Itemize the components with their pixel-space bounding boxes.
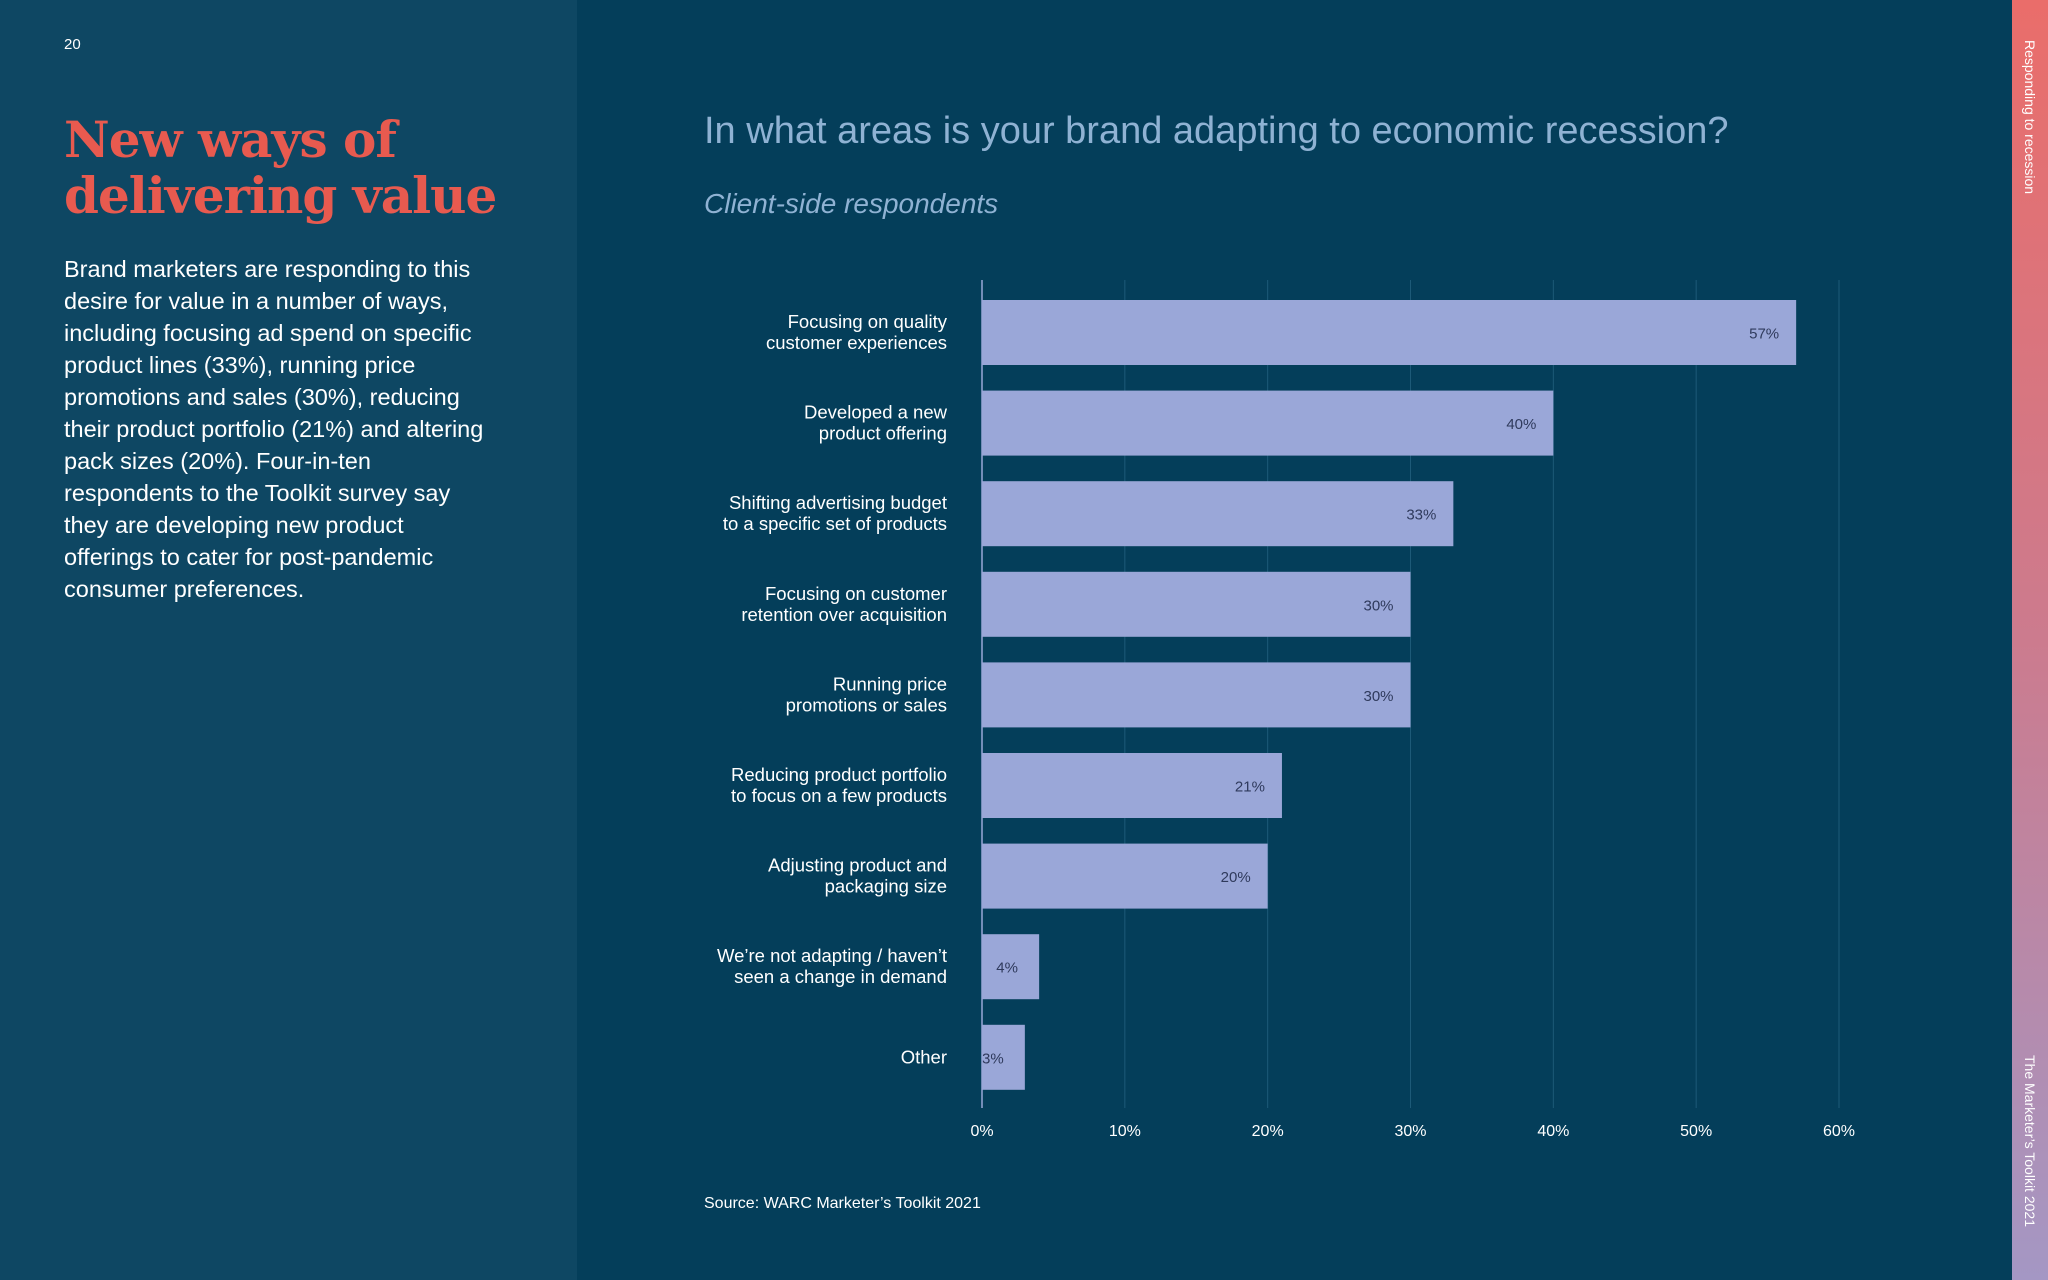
category-label-line: Focusing on quality xyxy=(788,311,948,332)
category-label-line: Focusing on customer xyxy=(765,583,947,604)
bar xyxy=(982,753,1282,818)
bar-value-label: 3% xyxy=(982,1050,1004,1067)
bar-value-label: 40% xyxy=(1506,416,1536,433)
body-text: Brand marketers are responding to this d… xyxy=(64,256,484,602)
category-label-line: Shifting advertising budget xyxy=(729,492,947,513)
category-label-line: to focus on a few products xyxy=(731,785,947,806)
x-tick-label: 0% xyxy=(970,1123,993,1140)
bar-value-label: 57% xyxy=(1749,326,1779,343)
category-label: Focusing on customer retention over acqui… xyxy=(741,583,947,625)
category-label-line: We’re not adapting / haven’t xyxy=(717,945,947,966)
x-tick-label: 60% xyxy=(1823,1123,1855,1140)
category-label: Reducing product portfolio to focus on a … xyxy=(731,764,947,806)
category-label-line: Developed a new xyxy=(804,402,948,423)
section-title-line-1: New ways of xyxy=(64,110,397,169)
bar-value-label: 30% xyxy=(1363,597,1393,614)
bar-value-label: 30% xyxy=(1363,688,1393,705)
category-label-line: Reducing product portfolio xyxy=(731,764,947,785)
x-tick-label: 10% xyxy=(1109,1123,1141,1140)
category-label: Shifting advertising budget to a specific… xyxy=(723,492,947,534)
left-panel xyxy=(0,0,577,1280)
category-label: Developed a new product offering xyxy=(804,402,948,444)
bar-value-label: 33% xyxy=(1406,507,1436,524)
category-label-line: promotions or sales xyxy=(786,694,947,715)
x-tick-label: 20% xyxy=(1252,1123,1284,1140)
bar-value-label: 20% xyxy=(1221,869,1251,886)
section-title-line-2: delivering value xyxy=(64,166,497,225)
bar-value-label: 4% xyxy=(996,960,1018,977)
category-label: Running price promotions or sales xyxy=(786,673,947,715)
x-tick-label: 40% xyxy=(1537,1123,1569,1140)
section-side-label: Responding to recession xyxy=(2022,40,2038,195)
bar xyxy=(982,481,1454,547)
category-label-line: Adjusting product and xyxy=(768,855,947,876)
category-label-line: Running price xyxy=(833,673,947,694)
bar xyxy=(982,300,1797,365)
bar xyxy=(982,390,1554,456)
page-number: 20 xyxy=(64,36,81,53)
source-note: Source: WARC Marketer’s Toolkit 2021 xyxy=(704,1195,981,1212)
bar xyxy=(982,662,1411,728)
category-label: Adjusting product and packaging size xyxy=(768,855,947,897)
category-label: We’re not adapting / haven’t seen a chang… xyxy=(717,945,947,987)
x-tick-label: 50% xyxy=(1680,1123,1712,1140)
bar xyxy=(982,934,1040,1000)
bar-value-label: 21% xyxy=(1235,779,1265,796)
category-label-line: seen a change in demand xyxy=(734,966,947,987)
publication-side-label: The Marketer’s Toolkit 2021 xyxy=(2022,1055,2038,1227)
category-label-line: packaging size xyxy=(825,876,947,897)
side-strip: Responding to recession The Marketer’s T… xyxy=(2012,0,2048,1280)
x-tick-label: 30% xyxy=(1394,1123,1426,1140)
bar xyxy=(982,571,1411,637)
section-title: New ways of delivering value xyxy=(64,112,534,224)
category-label-line: product offering xyxy=(819,423,947,444)
category-label: Focusing on quality customer experiences xyxy=(766,311,948,353)
category-label-line: to a specific set of products xyxy=(723,513,947,534)
chart-subtitle: Client-side respondents xyxy=(704,188,999,219)
bar xyxy=(982,1024,1025,1090)
category-label-line: customer experiences xyxy=(766,332,947,353)
category-label-line: Other xyxy=(901,1046,947,1067)
category-label-line: retention over acquisition xyxy=(741,604,947,625)
chart-title: In what areas is your brand adapting to … xyxy=(704,110,1729,152)
bar xyxy=(982,843,1268,909)
category-label: Other xyxy=(901,1046,947,1067)
